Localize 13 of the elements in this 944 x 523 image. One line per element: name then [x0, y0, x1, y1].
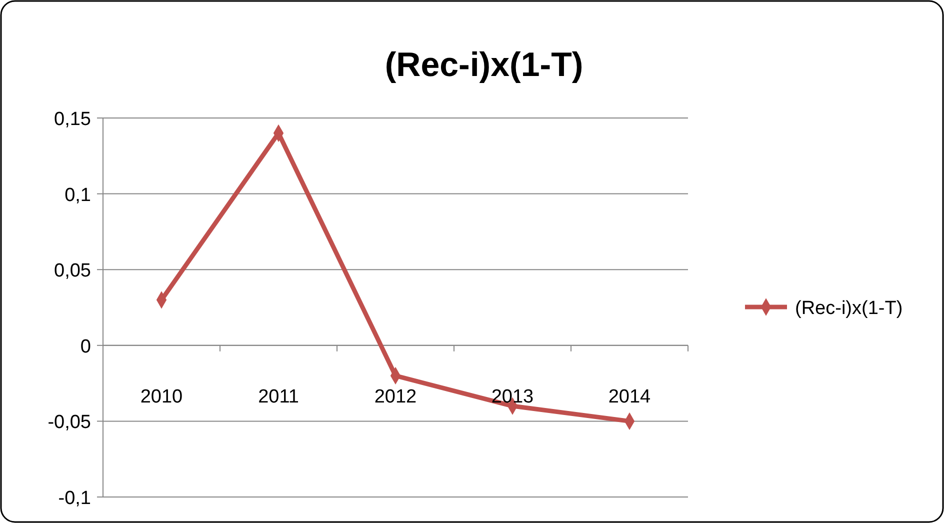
y-tick-label: 0,05 [54, 260, 91, 282]
y-tick-label: -0,1 [58, 488, 91, 509]
chart-title: (Rec-i)x(1-T) [384, 46, 584, 84]
x-tick-label: 2013 [491, 386, 534, 408]
y-tick-label: 0 [80, 336, 91, 358]
x-tick-label: 2014 [608, 386, 652, 408]
y-tick-label: -0,05 [48, 412, 91, 434]
x-tick-label: 2012 [374, 386, 417, 408]
y-tick-label: 0,1 [64, 184, 91, 206]
x-tick-label: 2011 [258, 386, 299, 408]
x-tick-label: 2010 [140, 386, 183, 408]
legend-label: (Rec-i)x(1-T) [795, 298, 903, 319]
y-tick-label: 0,15 [54, 109, 91, 130]
